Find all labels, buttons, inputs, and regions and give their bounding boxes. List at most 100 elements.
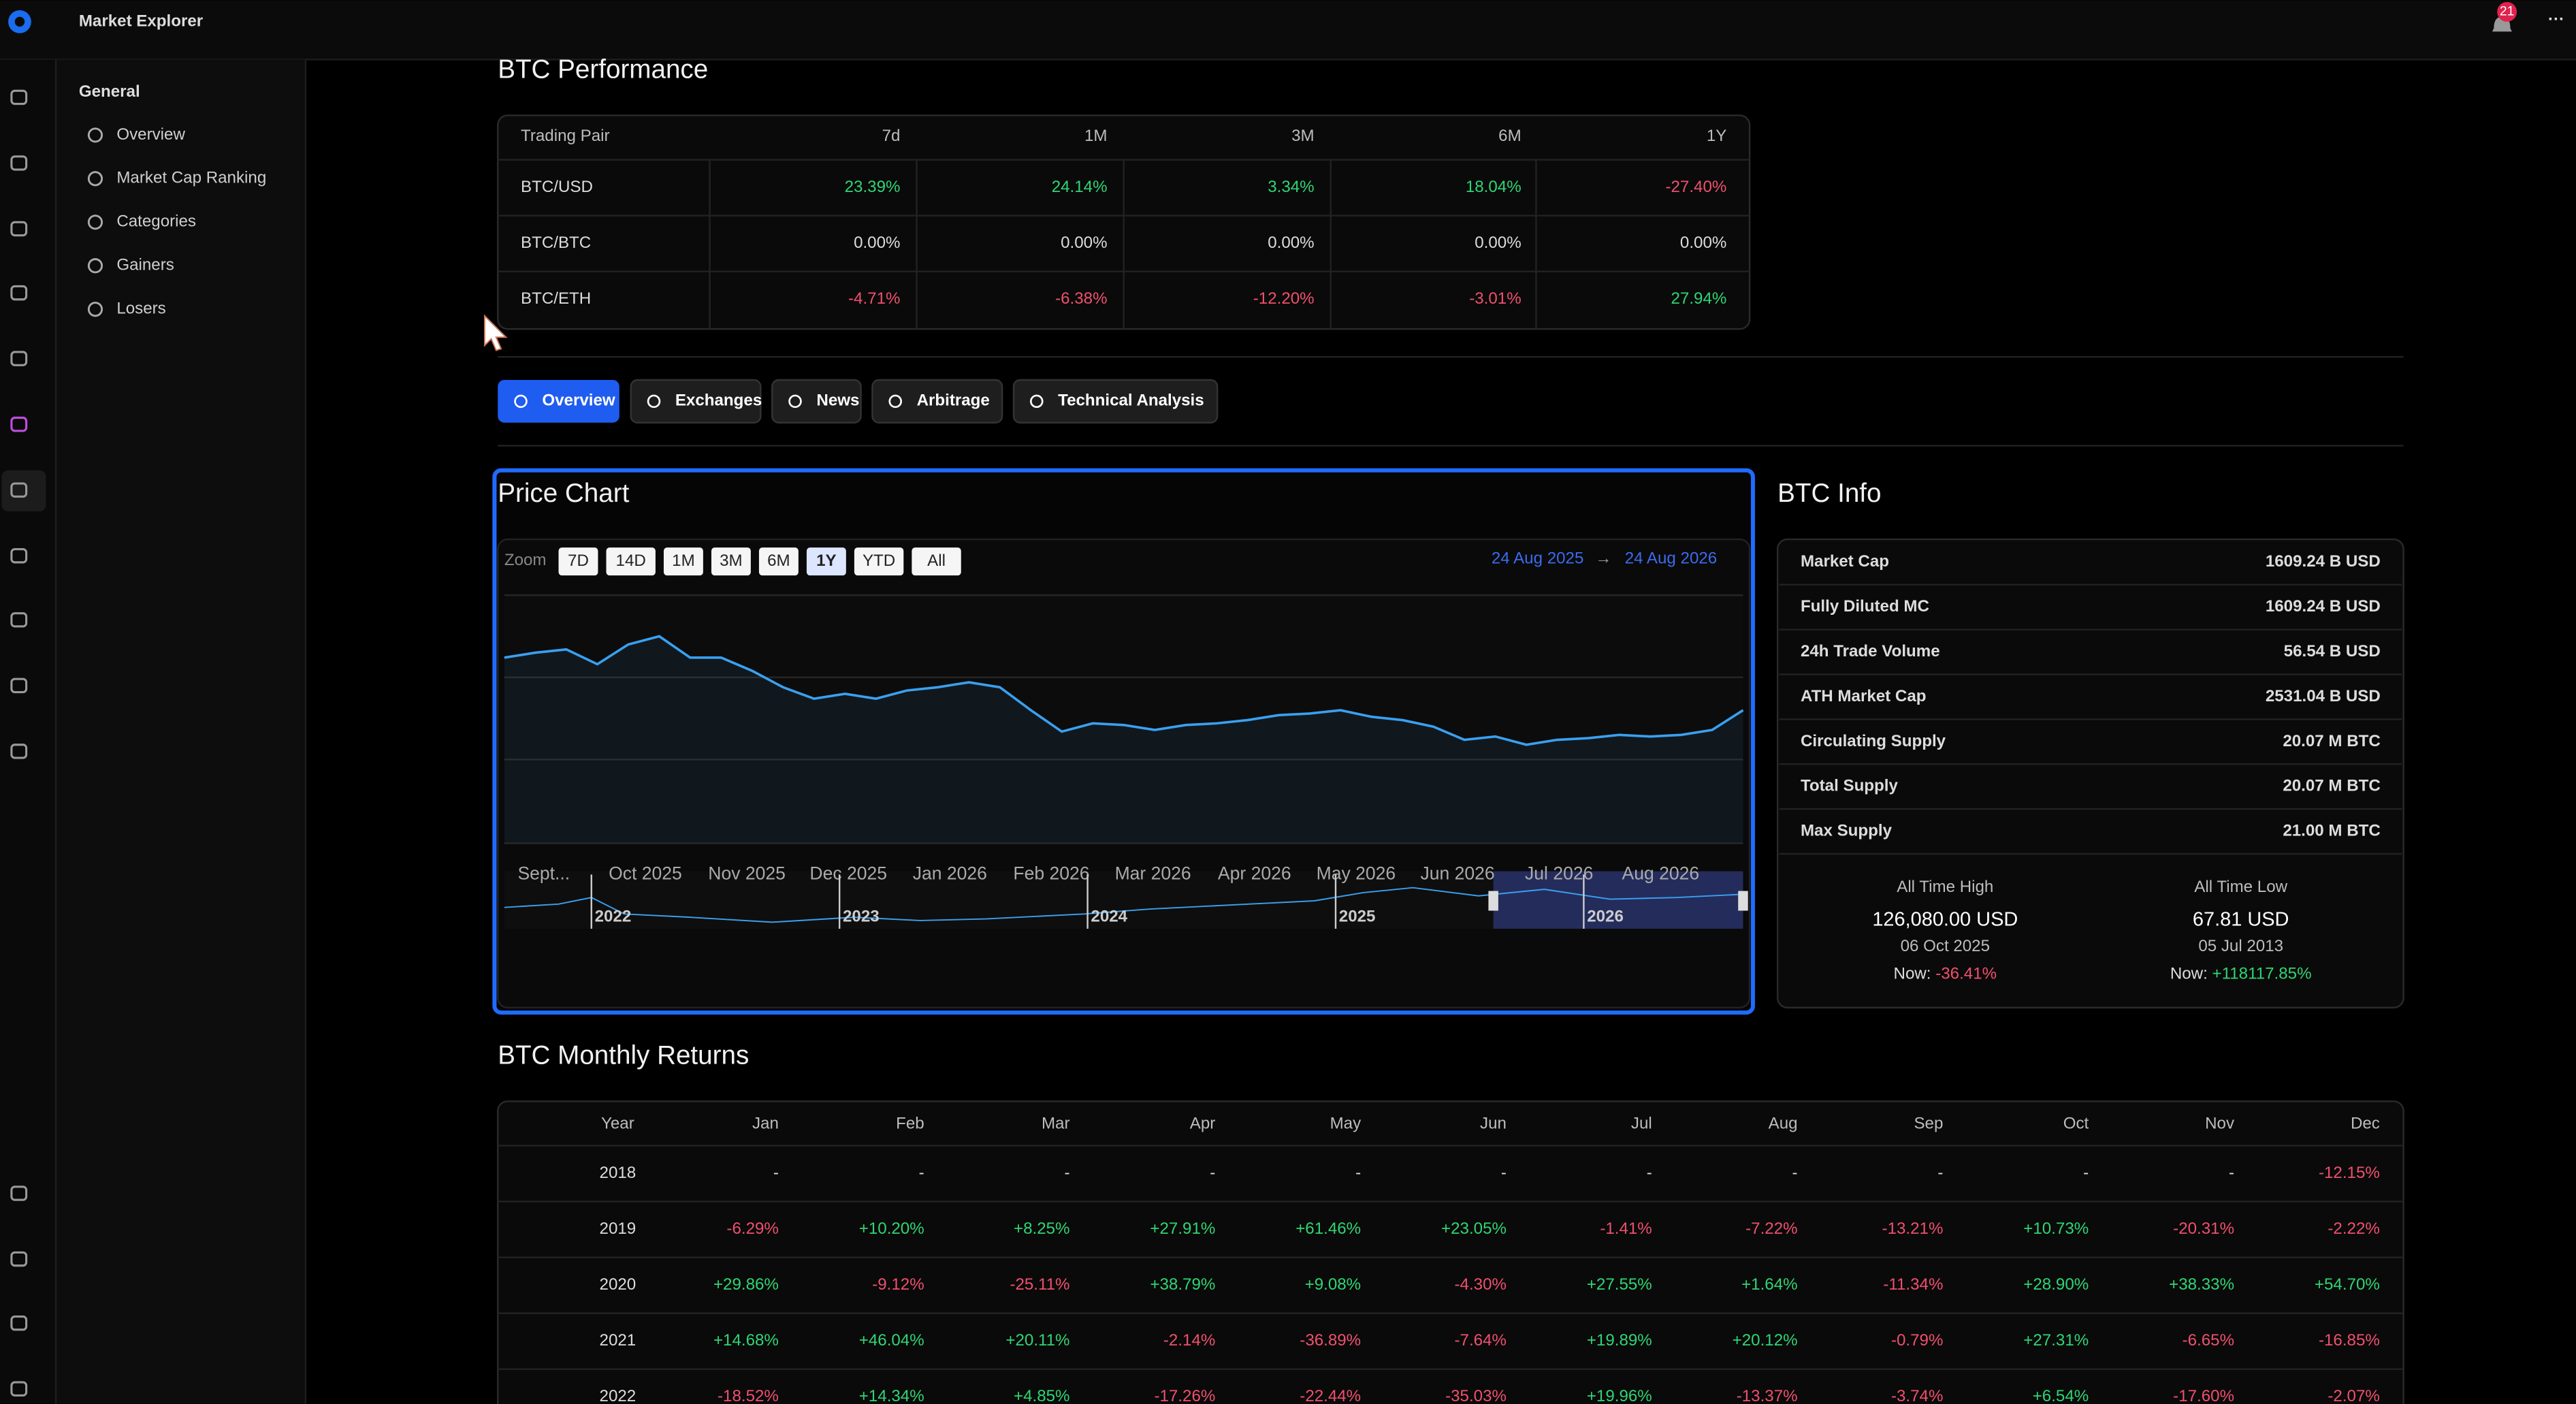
cell: -3.01%	[1469, 289, 1521, 308]
menu-icon	[87, 302, 103, 317]
menu-item[interactable]: Market Cap Ranking	[116, 169, 266, 187]
tab[interactable]	[871, 379, 1003, 424]
nav-icon[interactable]	[10, 1381, 28, 1397]
menu-item[interactable]: Losers	[116, 300, 165, 318]
nav-icon[interactable]	[10, 1251, 28, 1267]
zoom-button[interactable]	[558, 547, 598, 576]
cell: +6.54%	[2033, 1387, 2089, 1404]
zoom-label: 7D	[568, 552, 589, 570]
zoom-button[interactable]	[912, 547, 961, 576]
menu-item[interactable]: Gainers	[116, 256, 174, 274]
nav-icon[interactable]	[10, 221, 28, 237]
x-label: Feb 2026	[1013, 863, 1089, 883]
now-value: -36.41%	[1935, 965, 1997, 983]
zoom-button[interactable]	[758, 547, 799, 576]
cell: 18.04%	[1466, 178, 1522, 196]
cell: +14.34%	[859, 1387, 924, 1404]
performance-title: BTC Performance	[498, 55, 708, 84]
cell: -9.12%	[872, 1275, 924, 1294]
more-menu[interactable]: ···	[2548, 10, 2564, 29]
tab[interactable]	[1012, 379, 1219, 424]
cell: +38.79%	[1150, 1275, 1215, 1294]
cell: +14.68%	[713, 1331, 779, 1350]
nav-icon[interactable]	[10, 155, 28, 171]
cell: -7.64%	[1455, 1331, 1507, 1350]
tab-label: Exchanges	[675, 392, 762, 410]
tab[interactable]	[498, 380, 619, 423]
cell: +4.85%	[1014, 1387, 1070, 1404]
cell: 0.00%	[1680, 234, 1726, 252]
cell: 0.00%	[1061, 234, 1107, 252]
cell: +10.73%	[2023, 1219, 2089, 1238]
nav-icon[interactable]	[10, 416, 28, 432]
info-title: BTC Info	[1777, 479, 1881, 508]
zoom-button[interactable]	[606, 547, 656, 576]
cell: -4.30%	[1455, 1275, 1507, 1294]
column-header: Year	[601, 1115, 634, 1133]
zoom-label: YTD	[863, 552, 895, 570]
cell: -7.22%	[1745, 1219, 1797, 1238]
x-label: Aug 2026	[1622, 863, 1700, 883]
nav-icon[interactable]	[10, 677, 28, 694]
info-label: Total Supply	[1801, 777, 1899, 795]
monthly-title: BTC Monthly Returns	[498, 1040, 749, 1070]
nav-icon[interactable]	[10, 612, 28, 628]
cell: +27.91%	[1150, 1219, 1215, 1238]
range-arrow: →	[1595, 549, 1611, 567]
tab-label: Overview	[542, 392, 615, 410]
navigator-handle[interactable]	[1488, 891, 1498, 911]
nav-icon[interactable]	[10, 1185, 28, 1201]
zoom-label: 14D	[616, 552, 646, 570]
tab[interactable]	[771, 379, 862, 424]
nav-icon[interactable]	[10, 351, 28, 366]
cell: BTC/ETH	[521, 289, 591, 308]
navigator-handle[interactable]	[1738, 891, 1748, 911]
tab-label: Arbitrage	[917, 392, 990, 410]
cell: +10.20%	[859, 1219, 924, 1238]
menu-icon	[87, 214, 103, 230]
column-header: 1Y	[1707, 127, 1727, 145]
navigator-selection[interactable]	[1493, 871, 1743, 929]
nav-icon[interactable]	[10, 744, 28, 759]
zoom-button[interactable]	[663, 547, 703, 576]
navigator-label: 2025	[1339, 908, 1376, 926]
cell: -27.40%	[1665, 178, 1726, 196]
cell: -	[1210, 1164, 1215, 1182]
zoom-button[interactable]	[711, 547, 751, 576]
column-header: Trading Pair	[521, 127, 610, 145]
nav-icon[interactable]	[10, 89, 28, 106]
menu-item[interactable]: Overview	[116, 125, 185, 144]
cell: -18.52%	[718, 1387, 779, 1404]
info-label: 24h Trade Volume	[1801, 642, 1940, 660]
extreme-date: 05 Jul 2013	[2198, 937, 2283, 955]
navigator-label: 2023	[843, 908, 880, 926]
navigator-label: 2022	[595, 908, 632, 926]
x-label: Jul 2026	[1525, 863, 1593, 883]
navigator-label: 2024	[1091, 908, 1127, 926]
column-header: Jan	[752, 1115, 779, 1133]
navigator-label: 2026	[1587, 908, 1624, 926]
zoom-label: 6M	[767, 552, 790, 570]
cell: +20.11%	[1005, 1331, 1069, 1350]
tab-icon	[514, 394, 528, 409]
nav-icon[interactable]	[10, 482, 28, 498]
menu-icon	[87, 258, 103, 274]
menu-item[interactable]: Categories	[116, 212, 196, 231]
cell: +29.86%	[713, 1275, 779, 1294]
cell: -22.44%	[1300, 1387, 1361, 1404]
cell: -25.11%	[1010, 1275, 1069, 1294]
cell: -	[2083, 1164, 2089, 1182]
extreme-label: All Time Low	[2194, 878, 2287, 896]
cell: +23.05%	[1441, 1219, 1507, 1238]
nav-icon[interactable]	[10, 285, 28, 301]
x-label: Dec 2025	[809, 863, 887, 883]
zoom-button[interactable]	[806, 547, 846, 576]
nav-icon[interactable]	[10, 1315, 28, 1331]
cell: -13.37%	[1737, 1387, 1798, 1404]
zoom-button[interactable]	[854, 547, 904, 576]
tab[interactable]	[630, 379, 762, 424]
cell: -3.74%	[1891, 1387, 1943, 1404]
nav-icon[interactable]	[10, 547, 28, 564]
cell: 0.00%	[1475, 234, 1521, 252]
